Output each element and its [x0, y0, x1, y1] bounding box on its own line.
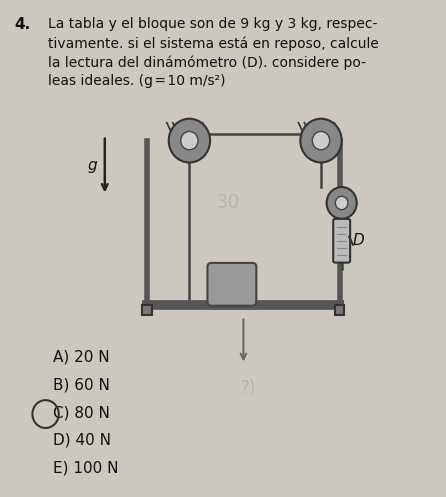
Text: B) 60 N: B) 60 N: [53, 377, 110, 392]
FancyBboxPatch shape: [207, 263, 256, 306]
Text: g: g: [88, 158, 97, 173]
Text: la lectura del dinámómetro (D). considere po-: la lectura del dinámómetro (D). consider…: [48, 55, 367, 70]
Circle shape: [326, 187, 357, 219]
Circle shape: [335, 196, 348, 210]
Text: La tabla y el bloque son de 9 kg y 3 kg, respec-: La tabla y el bloque son de 9 kg y 3 kg,…: [48, 17, 378, 31]
Text: E) 100 N: E) 100 N: [53, 461, 119, 476]
Circle shape: [300, 119, 342, 163]
Text: leas ideales. (g = 10 m/s²): leas ideales. (g = 10 m/s²): [48, 74, 226, 88]
Text: D) 40 N: D) 40 N: [53, 433, 111, 448]
FancyBboxPatch shape: [333, 219, 350, 262]
Text: tivamente. si el sistema está en reposo, calcule: tivamente. si el sistema está en reposo,…: [48, 36, 379, 51]
Text: D: D: [353, 233, 365, 248]
Text: 30: 30: [216, 193, 240, 212]
Text: A) 20 N: A) 20 N: [53, 349, 110, 364]
Circle shape: [169, 119, 210, 163]
Text: C) 80 N: C) 80 N: [53, 405, 110, 420]
Circle shape: [312, 131, 330, 150]
Bar: [142, 305, 152, 315]
Circle shape: [181, 131, 198, 150]
Text: 4.: 4.: [15, 17, 31, 32]
Text: ?): ?): [240, 379, 256, 397]
Bar: [335, 305, 344, 315]
